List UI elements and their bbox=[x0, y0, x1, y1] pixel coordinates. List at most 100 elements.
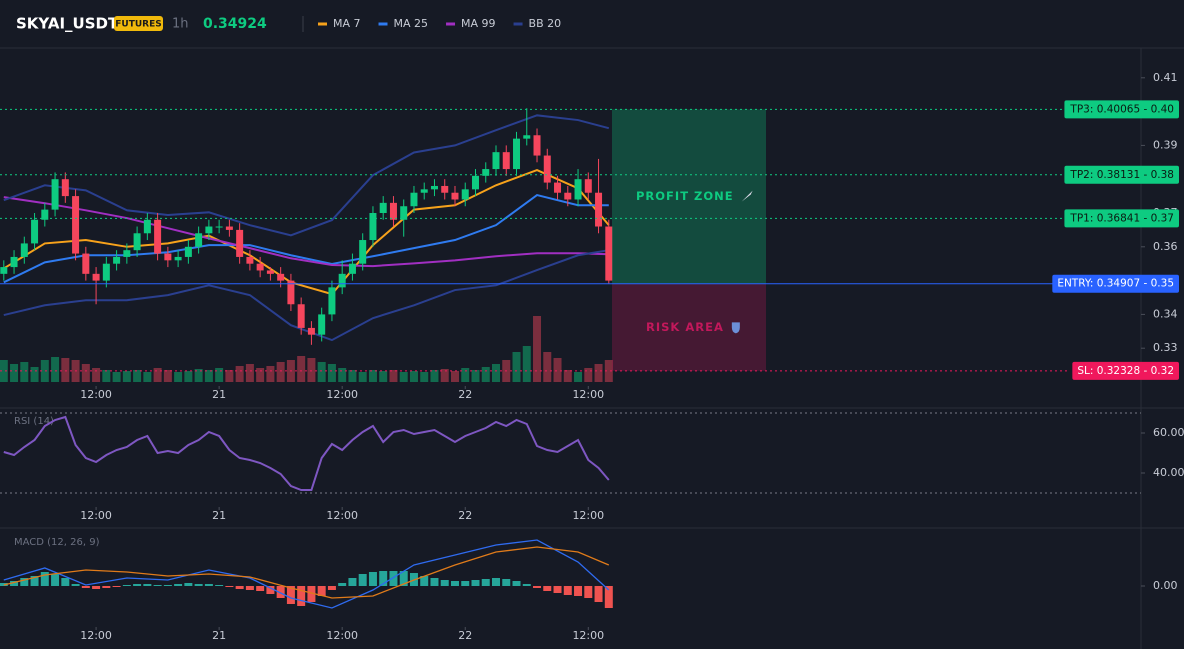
zone bbox=[612, 283, 766, 371]
macd-histogram-bar bbox=[30, 576, 39, 586]
plot-area bbox=[0, 108, 613, 382]
macd-line bbox=[3, 539, 610, 609]
candle-body bbox=[246, 256, 254, 264]
volume-bar bbox=[450, 371, 459, 382]
candle-body bbox=[174, 256, 182, 261]
level-label: ENTRY: 0.34907 - 0.35 bbox=[1057, 278, 1174, 290]
level-label: SL: 0.32328 - 0.32 bbox=[1077, 365, 1174, 377]
indicator-line bbox=[3, 194, 609, 284]
volume-bar bbox=[174, 372, 183, 382]
macd-histogram-bar bbox=[543, 586, 552, 591]
plot-area bbox=[3, 415, 610, 491]
macd-histogram-bar bbox=[102, 586, 111, 588]
macd-histogram-bar bbox=[112, 586, 121, 587]
rocket-icon bbox=[741, 190, 753, 202]
macd-histogram-bar bbox=[92, 586, 101, 589]
candle-body bbox=[215, 226, 223, 228]
candle-body bbox=[400, 206, 408, 220]
level-label-bg bbox=[1064, 209, 1179, 228]
candle-body bbox=[533, 135, 541, 156]
y-tick-label: 0.39 bbox=[1153, 138, 1178, 151]
x-tick-label: 12:00 bbox=[572, 388, 604, 401]
macd-histogram-bar bbox=[133, 584, 142, 586]
macd-histogram-bar bbox=[440, 580, 449, 586]
volume-bar bbox=[543, 352, 552, 382]
volume-bar bbox=[481, 367, 490, 382]
macd-histogram-bar bbox=[174, 584, 183, 586]
volume-bar bbox=[245, 364, 254, 382]
macd-histogram-bar bbox=[502, 579, 511, 586]
legend-label: MA 25 bbox=[394, 17, 429, 30]
candle-body bbox=[348, 263, 356, 274]
x-tick-label: 12:00 bbox=[326, 388, 358, 401]
macd-histogram-bar bbox=[235, 586, 244, 589]
x-tick-label: 12:00 bbox=[572, 509, 604, 522]
volume-bar bbox=[492, 364, 501, 382]
volume-bar bbox=[204, 370, 213, 382]
macd-histogram-bar bbox=[215, 585, 224, 586]
candle-body bbox=[72, 196, 80, 254]
zone-label: PROFIT ZONE bbox=[636, 189, 734, 203]
candle-body bbox=[184, 246, 192, 257]
candle-body bbox=[143, 219, 151, 234]
y-tick-label: 0.33 bbox=[1153, 341, 1178, 354]
volume-bar bbox=[358, 372, 367, 382]
candle-body bbox=[205, 226, 213, 234]
candle-body bbox=[430, 185, 438, 190]
candle-body bbox=[123, 250, 131, 257]
candle-body bbox=[554, 182, 562, 193]
candle-body bbox=[513, 138, 521, 170]
candle-body bbox=[595, 192, 603, 227]
candle-body bbox=[410, 192, 418, 207]
x-tick-label: 21 bbox=[212, 388, 226, 401]
candle-body bbox=[31, 219, 39, 244]
macd-histogram-bar bbox=[604, 586, 613, 608]
volume-bar bbox=[235, 366, 244, 382]
volume-bar bbox=[409, 371, 418, 382]
badge: FUTURES bbox=[115, 20, 161, 30]
symbol: SKYAI_USDT bbox=[16, 15, 119, 33]
candle-body bbox=[51, 179, 59, 210]
candle-body bbox=[543, 155, 551, 183]
macd-histogram-bar bbox=[71, 584, 80, 586]
volume-bar bbox=[533, 316, 542, 382]
candle-body bbox=[164, 253, 172, 261]
candle-body bbox=[482, 169, 490, 176]
candle-body bbox=[471, 175, 479, 190]
macd-line bbox=[3, 546, 610, 599]
macd-histogram-bar bbox=[450, 581, 459, 586]
macd-histogram-bar bbox=[563, 586, 572, 595]
volume-bar bbox=[20, 362, 29, 382]
volume-bar bbox=[553, 358, 562, 382]
indicator-line bbox=[3, 168, 610, 296]
volume-bar bbox=[276, 362, 285, 382]
candle-body bbox=[297, 304, 305, 328]
volume-bar bbox=[389, 370, 398, 382]
indicator-line bbox=[3, 196, 609, 268]
candle-body bbox=[154, 219, 162, 254]
candle-body bbox=[102, 263, 110, 281]
macd-histogram-bar bbox=[225, 586, 234, 587]
interval: 1h bbox=[172, 17, 189, 32]
x-tick-label: 12:00 bbox=[326, 509, 358, 522]
shield-icon bbox=[731, 322, 740, 334]
candle-body bbox=[420, 189, 428, 193]
candle-body bbox=[113, 256, 121, 264]
volume-bar bbox=[51, 357, 60, 382]
macd-histogram-bar bbox=[522, 584, 531, 586]
volume-bar bbox=[584, 368, 593, 382]
macd-histogram-bar bbox=[266, 586, 275, 594]
legend-label: BB 20 bbox=[529, 17, 562, 30]
macd-histogram-bar bbox=[584, 586, 593, 598]
macd-title: MACD (12, 26, 9) bbox=[14, 537, 100, 548]
macd-histogram-bar bbox=[317, 586, 326, 596]
macd-histogram-bar bbox=[594, 586, 603, 602]
macd-histogram-bar bbox=[420, 576, 429, 586]
volume-bar bbox=[133, 370, 142, 382]
candle-body bbox=[82, 253, 90, 274]
x-tick-label: 12:00 bbox=[326, 629, 358, 642]
volume-bar bbox=[379, 371, 388, 382]
volume-bar bbox=[420, 372, 429, 382]
y-tick-label: 40.00 bbox=[1153, 466, 1184, 479]
